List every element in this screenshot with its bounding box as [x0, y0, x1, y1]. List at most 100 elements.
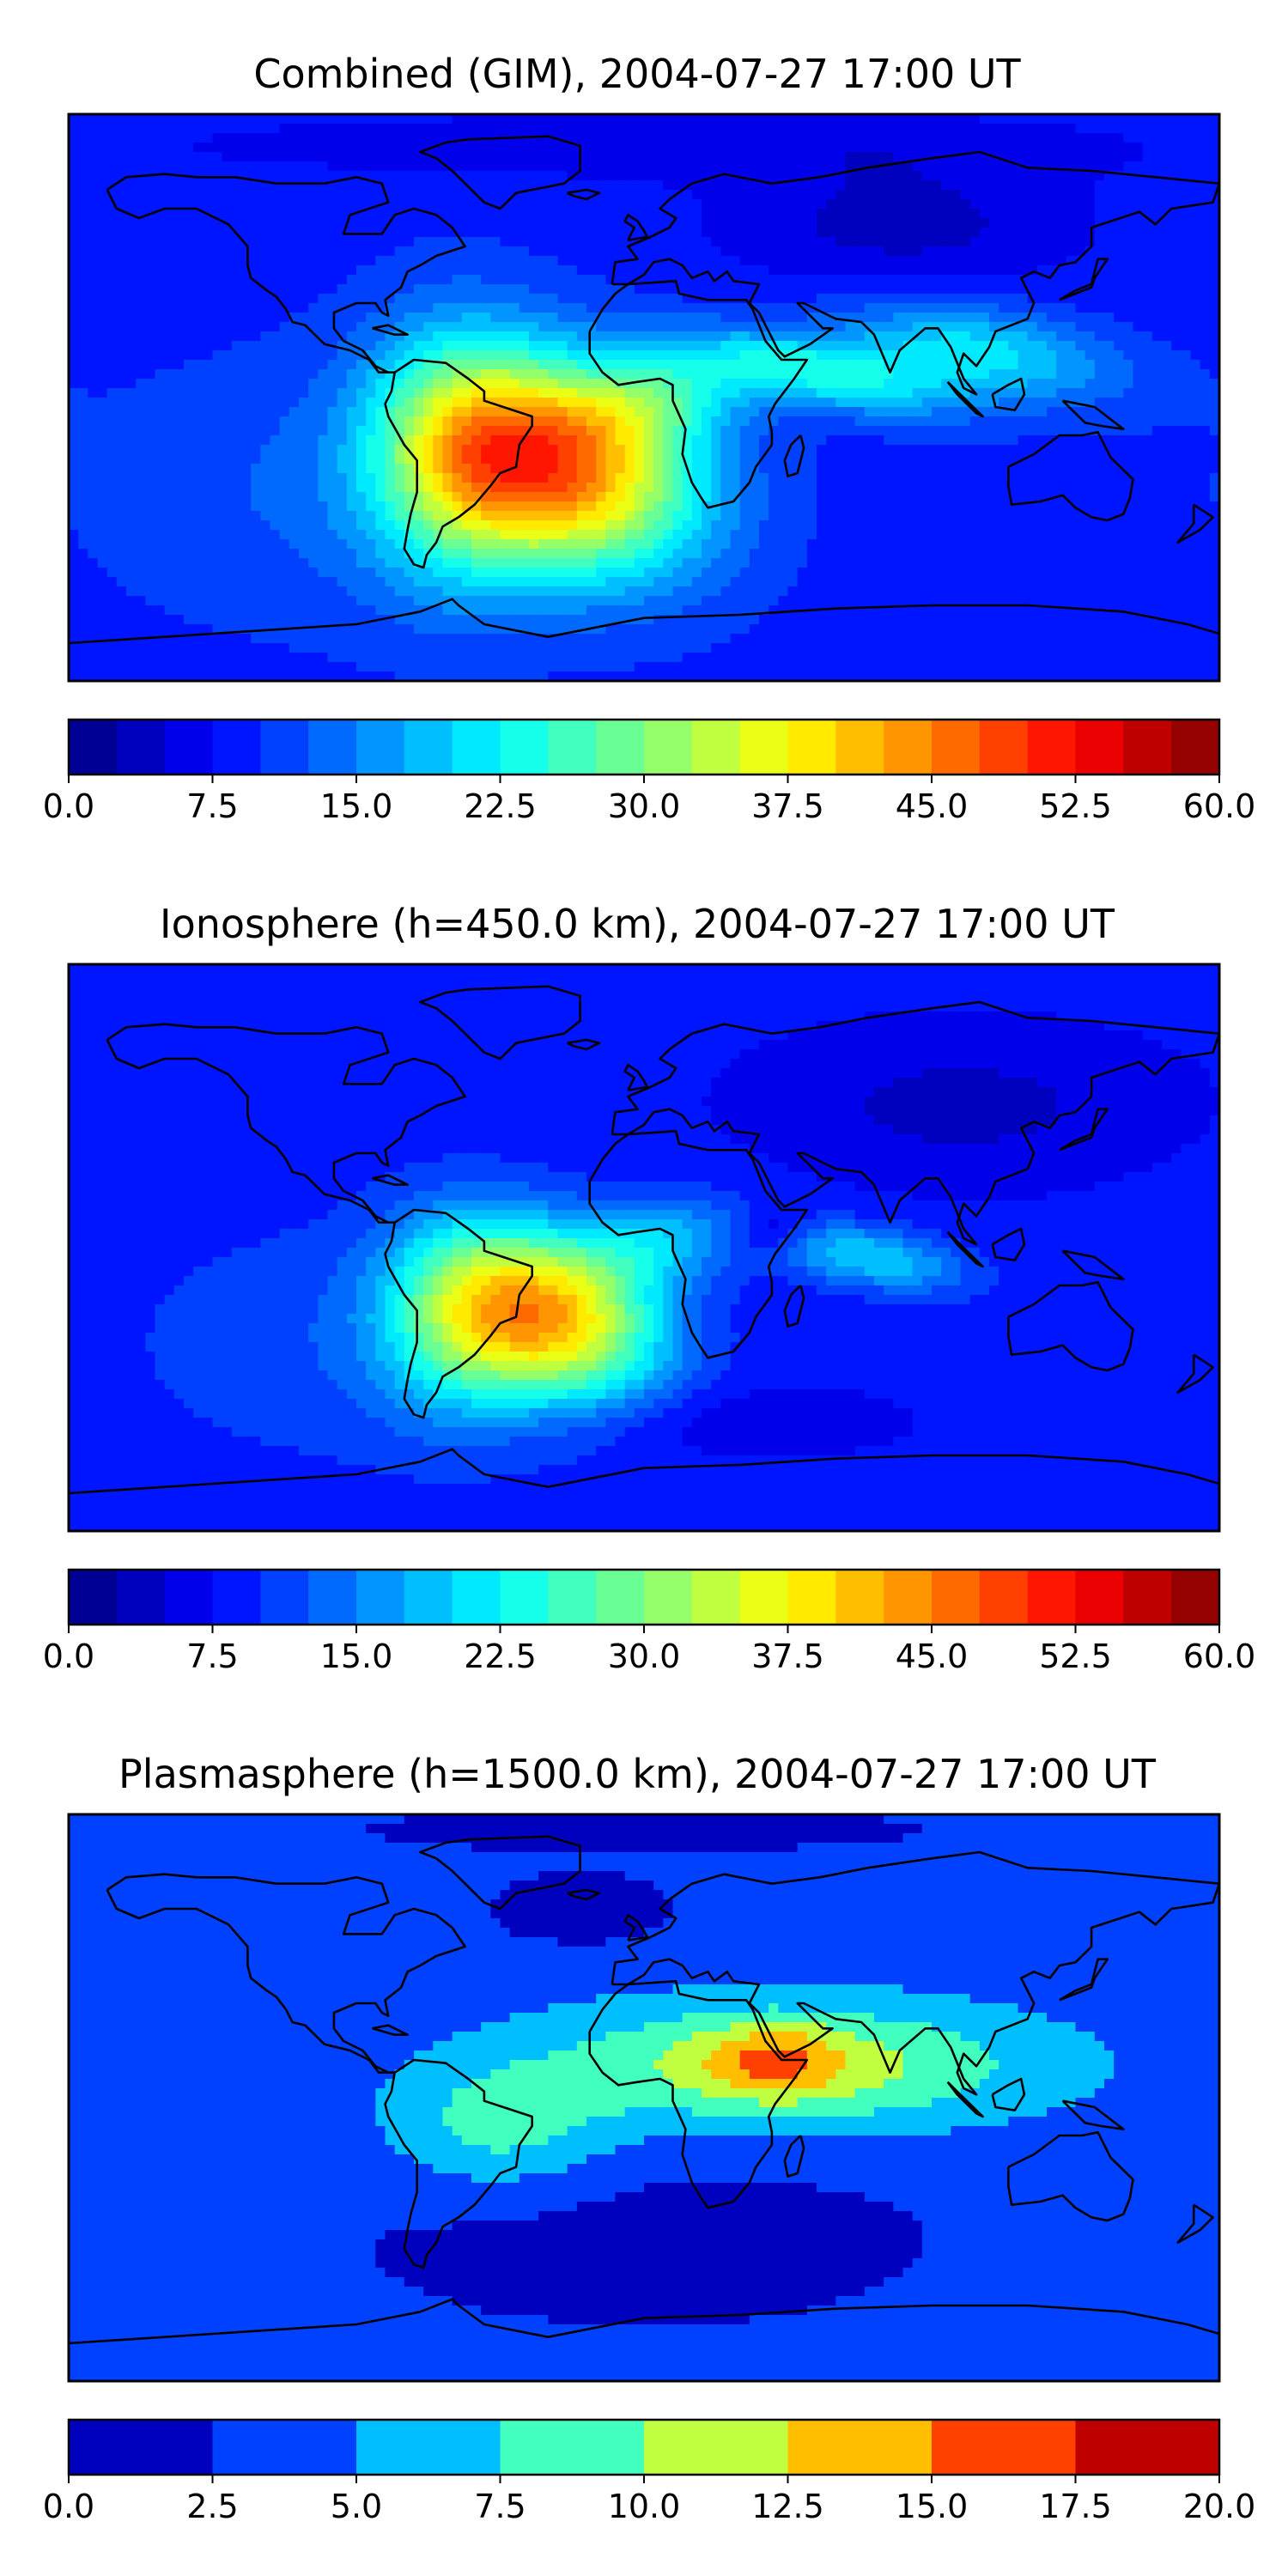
field-cell: [1133, 237, 1144, 247]
field-cell: [193, 161, 204, 172]
field-cell: [270, 483, 281, 493]
field-cell: [280, 322, 290, 332]
field-cell: [1191, 445, 1201, 455]
field-cell: [1047, 303, 1057, 313]
field-cell: [1143, 114, 1153, 125]
field-cell: [213, 237, 223, 247]
field-cell: [999, 114, 1009, 125]
field-cell: [653, 492, 664, 502]
field-cell: [817, 114, 827, 125]
field-cell: [1047, 407, 1057, 417]
field-cell: [644, 454, 654, 465]
field-cell: [874, 445, 884, 455]
field-cell: [241, 473, 252, 483]
field-cell: [155, 483, 166, 493]
field-cell: [88, 209, 98, 219]
field-cell: [308, 464, 319, 474]
field-cell: [913, 492, 923, 502]
field-cell: [117, 464, 127, 474]
field-cell: [798, 331, 808, 342]
field-cell: [1181, 303, 1191, 313]
field-cell: [1085, 190, 1096, 200]
field-cell: [251, 369, 261, 380]
field-cell: [453, 161, 463, 172]
field-cell: [769, 473, 779, 483]
field-cell: [961, 435, 971, 446]
field-cell: [788, 237, 799, 247]
field-cell: [970, 209, 981, 219]
field-cell: [720, 407, 731, 417]
field-cell: [78, 228, 88, 238]
field-cell: [663, 114, 673, 125]
field-cell: [1200, 454, 1211, 465]
field-cell: [328, 237, 338, 247]
field-cell: [1056, 473, 1066, 483]
field-cell: [826, 190, 836, 200]
field-cell: [759, 473, 769, 483]
field-cell: [711, 369, 721, 380]
field-cell: [884, 483, 894, 493]
field-cell: [558, 303, 568, 313]
field-cell: [462, 256, 472, 266]
field-cell: [673, 454, 683, 465]
field-cell: [568, 388, 578, 398]
field-cell: [922, 483, 933, 493]
field-cell: [433, 228, 443, 238]
field-cell: [989, 379, 999, 389]
field-cell: [1047, 284, 1057, 295]
field-cell: [386, 161, 396, 172]
field-cell: [88, 294, 98, 304]
field-cell: [826, 265, 836, 276]
field-cell: [174, 124, 185, 134]
field-cell: [807, 152, 817, 162]
field-cell: [328, 388, 338, 398]
field-cell: [1123, 114, 1133, 125]
field-cell: [1018, 124, 1029, 134]
field-cell: [596, 246, 606, 257]
field-cell: [270, 360, 281, 370]
field-cell: [605, 426, 616, 436]
field-cell: [817, 445, 827, 455]
field-cell: [568, 416, 578, 427]
field-cell: [433, 275, 443, 285]
field-cell: [1104, 237, 1115, 247]
field-cell: [337, 199, 348, 210]
field-cell: [462, 114, 472, 125]
field-cell: [663, 445, 673, 455]
field-cell: [874, 426, 884, 436]
field-cell: [232, 218, 242, 228]
field-cell: [663, 464, 673, 474]
field-cell: [443, 313, 453, 323]
field-cell: [145, 199, 155, 210]
field-cell: [835, 237, 846, 247]
field-cell: [337, 445, 348, 455]
field-cell: [932, 388, 942, 398]
field-cell: [653, 133, 664, 143]
field-cell: [270, 426, 281, 436]
field-cell: [596, 483, 606, 493]
field-cell: [433, 501, 443, 512]
field-cell: [568, 152, 578, 162]
field-cell: [1191, 228, 1201, 238]
field-cell: [692, 341, 702, 351]
field-cell: [1123, 275, 1133, 285]
field-cell: [788, 313, 799, 323]
field-cell: [759, 265, 769, 276]
field-cell: [1181, 473, 1191, 483]
field-cell: [750, 124, 760, 134]
field-cell: [117, 133, 127, 143]
field-cell: [731, 152, 741, 162]
field-cell: [203, 199, 213, 210]
field-cell: [453, 284, 463, 295]
field-cell: [1162, 303, 1172, 313]
field-cell: [337, 313, 348, 323]
field-cell: [826, 445, 836, 455]
field-cell: [337, 161, 348, 172]
field-cell: [596, 171, 606, 181]
field-cell: [1066, 237, 1076, 247]
field-cell: [347, 407, 357, 417]
field-cell: [596, 341, 606, 351]
field-cell: [874, 246, 884, 257]
field-cell: [203, 152, 213, 162]
field-cell: [922, 379, 933, 389]
